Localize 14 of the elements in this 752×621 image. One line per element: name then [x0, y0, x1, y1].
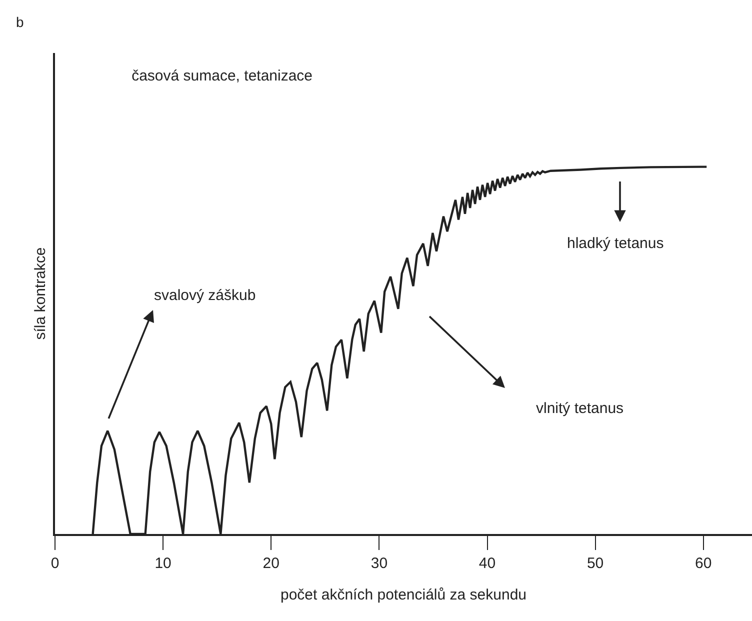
x-tick-label: 10 — [154, 554, 172, 572]
annotation: svalový záškub — [154, 287, 256, 304]
x-tick-label: 30 — [370, 554, 388, 572]
chart-title: časová sumace, tetanizace — [132, 67, 313, 84]
x-axis-title: počet akčních potenciálů za sekundu — [280, 586, 526, 604]
annotation: hladký tetanus — [567, 235, 664, 252]
annotation: vlnitý tetanus — [536, 400, 624, 417]
x-tick-label: 40 — [478, 554, 496, 572]
text: b — [16, 14, 24, 30]
x-tick-label: 50 — [586, 554, 604, 572]
y-axis-title: síla kontrakce — [32, 247, 49, 340]
x-tick-label: 60 — [695, 554, 712, 572]
x-tick-label: 0 — [50, 554, 60, 572]
x-tick-label: 20 — [262, 554, 280, 572]
